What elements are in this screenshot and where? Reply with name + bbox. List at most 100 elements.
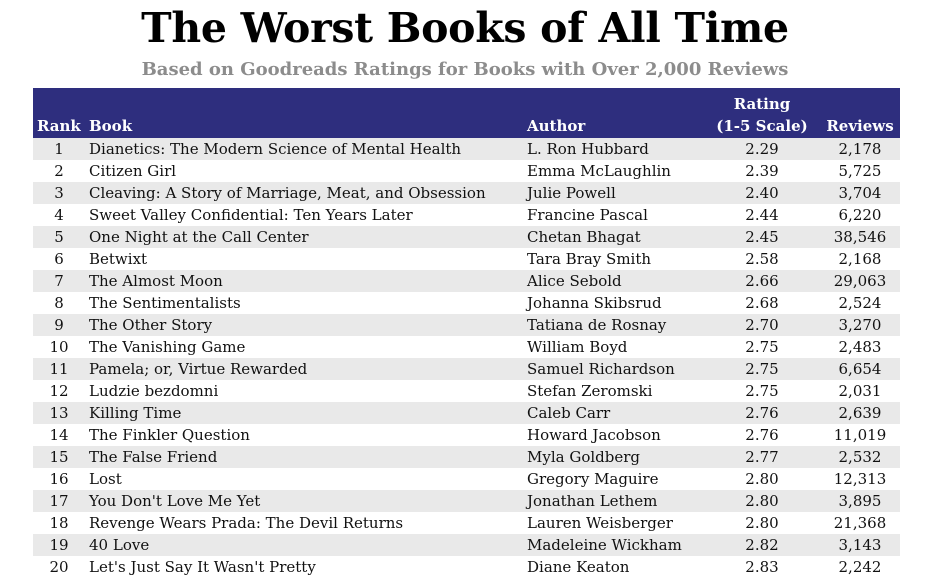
rating-cell: 2.77 bbox=[745, 448, 779, 466]
author-cell: Howard Jacobson bbox=[527, 426, 661, 444]
author-cell: Alice Sebold bbox=[527, 272, 622, 290]
author-cell: Johanna Skibsrud bbox=[527, 294, 662, 312]
reviews-cell: 5,725 bbox=[838, 162, 882, 180]
rating-cell: 2.76 bbox=[745, 426, 779, 444]
author-cell: Madeleine Wickham bbox=[527, 536, 682, 554]
reviews-cell: 3,704 bbox=[838, 184, 882, 202]
rank-cell: 10 bbox=[49, 338, 69, 356]
reviews-cell: 2,483 bbox=[838, 338, 882, 356]
book-title-cell: The Almost Moon bbox=[89, 272, 223, 290]
author-cell: Tatiana de Rosnay bbox=[527, 316, 667, 334]
table-row: 10 The Vanishing Game William Boyd 2.75 2,48… bbox=[33, 336, 900, 358]
book-title-cell: Lost bbox=[89, 470, 122, 488]
rank-cell: 15 bbox=[49, 448, 69, 466]
table-row: 1 Dianetics: The Modern Science of Mental… bbox=[33, 138, 900, 160]
book-title-cell: The False Friend bbox=[89, 448, 218, 466]
reviews-cell: 12,313 bbox=[833, 470, 887, 488]
book-title-cell: Dianetics: The Modern Science of Mental … bbox=[89, 140, 462, 158]
book-title-cell: The Sentimentalists bbox=[89, 294, 241, 312]
table-row: 9 The Other Story Tatiana de Rosnay 2.70 3,2… bbox=[33, 314, 900, 336]
author-cell: Diane Keaton bbox=[527, 558, 630, 576]
rating-cell: 2.75 bbox=[745, 360, 779, 378]
author-cell: Gregory Maguire bbox=[527, 470, 659, 488]
reviews-cell: 3,270 bbox=[838, 316, 882, 334]
reviews-cell: 6,654 bbox=[838, 360, 882, 378]
book-title-cell: Killing Time bbox=[89, 404, 182, 422]
table-row: 8 The Sentimentalists Johanna Skibsrud 2.68… bbox=[33, 292, 900, 314]
reviews-cell: 2,532 bbox=[838, 448, 882, 466]
rating-cell: 2.75 bbox=[745, 338, 779, 356]
author-cell: Jonathan Lethem bbox=[527, 492, 658, 510]
reviews-cell: 6,220 bbox=[838, 206, 882, 224]
table-row: 17 You Don't Love Me Yet Jonathan Lethem 2.… bbox=[33, 490, 900, 512]
rating-cell: 2.40 bbox=[745, 184, 779, 202]
table-row: 4 Sweet Valley Confidential: Ten Years La… bbox=[33, 204, 900, 226]
rank-cell: 9 bbox=[54, 316, 64, 334]
rank-cell: 5 bbox=[54, 228, 64, 246]
author-cell: Lauren Weisberger bbox=[527, 514, 673, 532]
reviews-cell: 3,143 bbox=[838, 536, 882, 554]
table-row: 16 Lost Gregory Maguire 2.80 12,313 bbox=[33, 468, 900, 490]
rank-cell: 19 bbox=[49, 536, 69, 554]
rank-cell: 17 bbox=[49, 492, 69, 510]
rank-cell: 3 bbox=[54, 184, 64, 202]
rating-cell: 2.80 bbox=[745, 492, 779, 510]
table-row: 19 40 Love Madeleine Wickham 2.82 3,143 bbox=[33, 534, 900, 556]
header-author: Author bbox=[527, 117, 586, 135]
rating-cell: 2.75 bbox=[745, 382, 779, 400]
reviews-cell: 11,019 bbox=[833, 426, 887, 444]
book-title-cell: Pamela; or, Virtue Rewarded bbox=[89, 360, 308, 378]
book-title-cell: One Night at the Call Center bbox=[89, 228, 309, 246]
table-row: 12 Ludzie bezdomni Stefan Zeromski 2.75 2,03… bbox=[33, 380, 900, 402]
book-title-cell: Revenge Wears Prada: The Devil Returns bbox=[89, 514, 404, 532]
table-row: 2 Citizen Girl Emma McLaughlin 2.39 5,725 bbox=[33, 160, 900, 182]
rating-cell: 2.45 bbox=[745, 228, 779, 246]
author-cell: L. Ron Hubbard bbox=[527, 140, 649, 158]
reviews-cell: 21,368 bbox=[833, 514, 887, 532]
header-rating: Rating bbox=[733, 95, 791, 113]
rank-cell: 14 bbox=[49, 426, 69, 444]
rank-cell: 4 bbox=[54, 206, 64, 224]
book-title-cell: Let's Just Say It Wasn't Pretty bbox=[89, 558, 316, 576]
book-title-cell: Ludzie bezdomni bbox=[89, 382, 219, 400]
rank-cell: 16 bbox=[49, 470, 69, 488]
rank-cell: 7 bbox=[54, 272, 64, 290]
reviews-cell: 29,063 bbox=[833, 272, 887, 290]
table-row: 15 The False Friend Myla Goldberg 2.77 2,532 bbox=[33, 446, 900, 468]
rank-cell: 12 bbox=[49, 382, 69, 400]
author-cell: Tara Bray Smith bbox=[527, 250, 652, 268]
book-title-cell: You Don't Love Me Yet bbox=[89, 492, 261, 510]
author-cell: Julie Powell bbox=[527, 184, 616, 202]
author-cell: Chetan Bhagat bbox=[527, 228, 641, 246]
author-cell: Emma McLaughlin bbox=[527, 162, 671, 180]
reviews-cell: 2,524 bbox=[838, 294, 882, 312]
reviews-cell: 2,242 bbox=[838, 558, 882, 576]
header-reviews: Reviews bbox=[826, 117, 894, 135]
table-row: 20 Let's Just Say It Wasn't Pretty Diane K… bbox=[33, 556, 900, 578]
rank-cell: 8 bbox=[54, 294, 64, 312]
table-row: 7 The Almost Moon Alice Sebold 2.66 29,063 bbox=[33, 270, 900, 292]
rank-cell: 6 bbox=[54, 250, 64, 268]
rank-cell: 13 bbox=[49, 404, 69, 422]
table-body: 1 Dianetics: The Modern Science of Mental… bbox=[33, 138, 900, 578]
table-row: 18 Revenge Wears Prada: The Devil Returns… bbox=[33, 512, 900, 534]
page-subtitle: Based on Goodreads Ratings for Books wit… bbox=[141, 59, 789, 80]
table-row: 13 Killing Time Caleb Carr 2.76 2,639 bbox=[33, 402, 900, 424]
book-title-cell: 40 Love bbox=[89, 536, 150, 554]
reviews-cell: 2,639 bbox=[838, 404, 882, 422]
author-cell: Caleb Carr bbox=[527, 404, 611, 422]
rank-cell: 2 bbox=[54, 162, 64, 180]
rating-cell: 2.66 bbox=[745, 272, 779, 290]
rating-cell: 2.80 bbox=[745, 470, 779, 488]
book-title-cell: Betwixt bbox=[89, 250, 148, 268]
table-row: 11 Pamela; or, Virtue Rewarded Samuel Rich… bbox=[33, 358, 900, 380]
table-row: 3 Cleaving: A Story of Marriage, Meat, an… bbox=[33, 182, 900, 204]
reviews-cell: 38,546 bbox=[833, 228, 887, 246]
rank-cell: 11 bbox=[49, 360, 69, 378]
rating-cell: 2.44 bbox=[745, 206, 779, 224]
table-row: 6 Betwixt Tara Bray Smith 2.58 2,168 bbox=[33, 248, 900, 270]
rating-cell: 2.82 bbox=[745, 536, 779, 554]
reviews-cell: 3,895 bbox=[838, 492, 882, 510]
rating-cell: 2.68 bbox=[745, 294, 779, 312]
rating-cell: 2.39 bbox=[745, 162, 779, 180]
